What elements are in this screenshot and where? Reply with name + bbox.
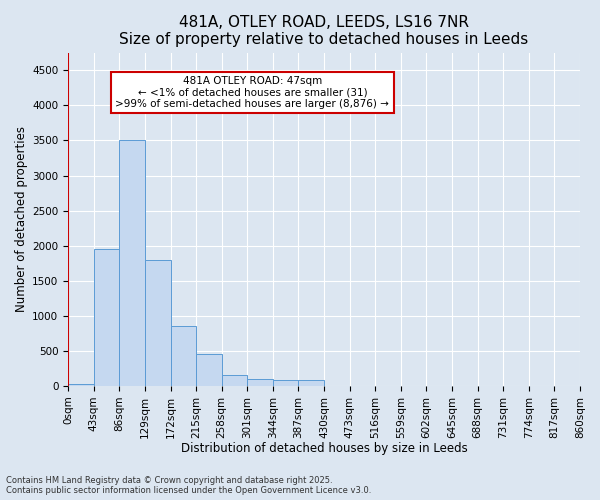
Bar	[119, 140, 145, 386]
Y-axis label: Number of detached properties: Number of detached properties	[15, 126, 28, 312]
Text: 481A OTLEY ROAD: 47sqm
← <1% of detached houses are smaller (31)
>99% of semi-de: 481A OTLEY ROAD: 47sqm ← <1% of detached…	[115, 76, 389, 110]
Bar	[196, 354, 221, 386]
Bar	[145, 260, 170, 386]
Title: 481A, OTLEY ROAD, LEEDS, LS16 7NR
Size of property relative to detached houses i: 481A, OTLEY ROAD, LEEDS, LS16 7NR Size o…	[119, 15, 529, 48]
Text: Contains HM Land Registry data © Crown copyright and database right 2025.
Contai: Contains HM Land Registry data © Crown c…	[6, 476, 371, 495]
Bar	[247, 379, 273, 386]
X-axis label: Distribution of detached houses by size in Leeds: Distribution of detached houses by size …	[181, 442, 467, 455]
Bar	[94, 249, 119, 386]
Bar	[273, 380, 298, 386]
Bar	[298, 380, 324, 386]
Bar	[170, 326, 196, 386]
Bar	[68, 384, 94, 386]
Bar	[221, 376, 247, 386]
